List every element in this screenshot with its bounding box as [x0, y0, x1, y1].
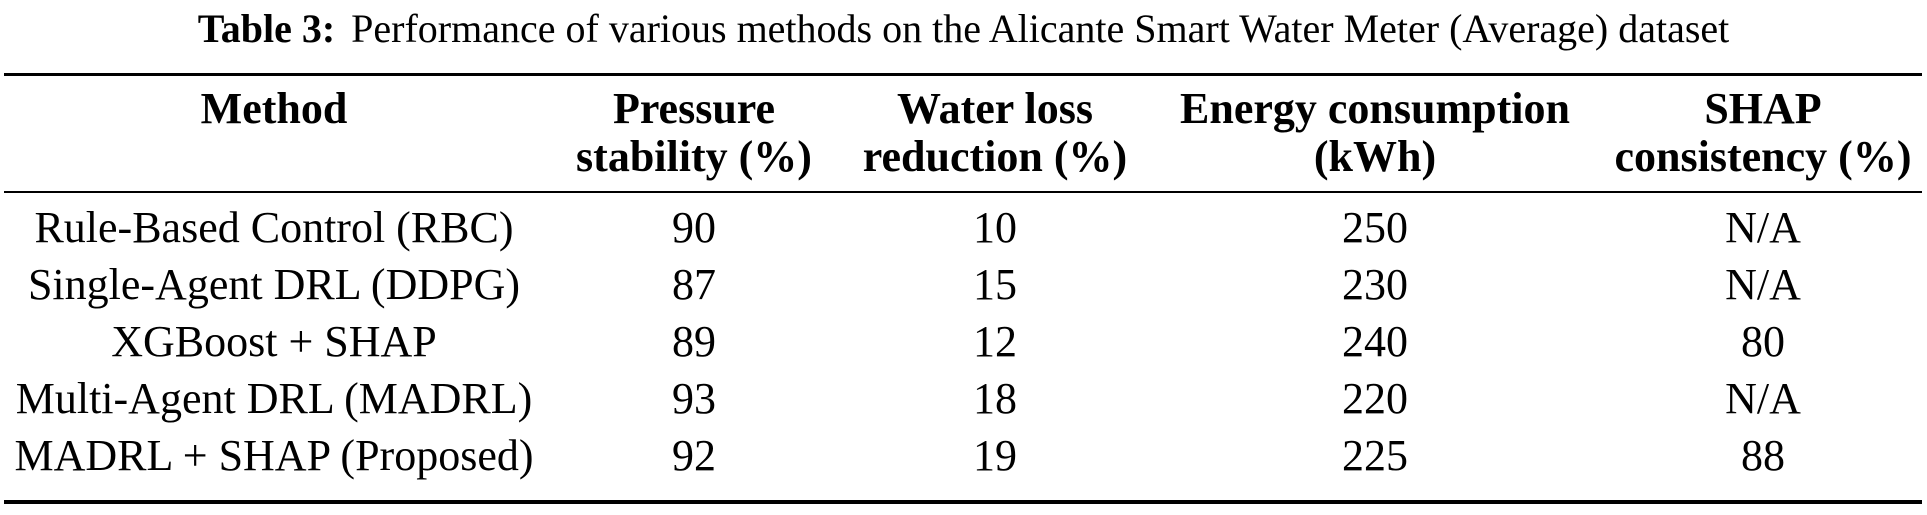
table-header: Method Pressure stability (%) Water loss…	[4, 75, 1922, 193]
cell-method: XGBoost + SHAP	[111, 317, 437, 366]
cell-shap-consistency: N/A	[1725, 203, 1801, 252]
table-body: Rule-Based Control (RBC) 90 10 250 N/A S…	[4, 192, 1922, 502]
col-header-energy-line1: Energy consumption	[1180, 84, 1570, 133]
table-row: Rule-Based Control (RBC) 90 10 250 N/A	[4, 192, 1922, 256]
table-row: XGBoost + SHAP 89 12 240 80	[4, 313, 1922, 370]
cell-water-loss-reduction: 15	[973, 260, 1017, 309]
col-header-shap-consistency: SHAP consistency (%)	[1604, 75, 1922, 193]
cell-energy-consumption: 230	[1342, 260, 1408, 309]
cell-energy-consumption: 220	[1342, 374, 1408, 423]
cell-pressure-stability: 92	[672, 431, 716, 480]
cell-energy-consumption: 240	[1342, 317, 1408, 366]
cell-method: Rule-Based Control (RBC)	[34, 203, 514, 252]
cell-pressure-stability: 89	[672, 317, 716, 366]
col-header-energy-line2: (kWh)	[1313, 132, 1437, 181]
cell-method: Multi-Agent DRL (MADRL)	[15, 374, 533, 423]
cell-pressure-stability: 90	[672, 203, 716, 252]
col-header-water-loss-line1: Water loss	[897, 84, 1093, 133]
cell-shap-consistency: 88	[1741, 431, 1785, 480]
cell-method: MADRL + SHAP (Proposed)	[14, 431, 534, 480]
col-header-pressure-line2: stability (%)	[576, 132, 812, 181]
performance-table: Method Pressure stability (%) Water loss…	[4, 73, 1922, 504]
cell-pressure-stability: 87	[672, 260, 716, 309]
cell-shap-consistency: N/A	[1725, 374, 1801, 423]
col-header-pressure-line1: Pressure	[612, 84, 776, 133]
caption-text: Performance of various methods on the Al…	[351, 6, 1730, 51]
col-header-shap-line2: consistency (%)	[1614, 132, 1912, 181]
cell-water-loss-reduction: 10	[973, 203, 1017, 252]
cell-energy-consumption: 225	[1342, 431, 1408, 480]
col-header-water-loss: Water loss reduction (%)	[844, 75, 1146, 193]
cell-shap-consistency: 80	[1741, 317, 1785, 366]
table-row: Single-Agent DRL (DDPG) 87 15 230 N/A	[4, 256, 1922, 313]
cell-shap-consistency: N/A	[1725, 260, 1801, 309]
cell-water-loss-reduction: 12	[973, 317, 1017, 366]
col-header-shap-line1: SHAP	[1704, 84, 1822, 133]
col-header-method: Method	[4, 75, 544, 193]
cell-water-loss-reduction: 18	[973, 374, 1017, 423]
col-header-method-line1: Method	[200, 84, 348, 133]
table-caption: Table 3: Performance of various methods o…	[0, 0, 1927, 52]
cell-energy-consumption: 250	[1342, 203, 1408, 252]
cell-water-loss-reduction: 19	[973, 431, 1017, 480]
table-row: Multi-Agent DRL (MADRL) 93 18 220 N/A	[4, 370, 1922, 427]
col-header-water-loss-line2: reduction (%)	[862, 132, 1128, 181]
col-header-energy-consumption: Energy consumption (kWh)	[1146, 75, 1604, 193]
col-header-pressure-stability: Pressure stability (%)	[544, 75, 844, 193]
cell-pressure-stability: 93	[672, 374, 716, 423]
header-row: Method Pressure stability (%) Water loss…	[4, 75, 1922, 193]
cell-method: Single-Agent DRL (DDPG)	[27, 260, 521, 309]
caption-label: Table 3:	[197, 6, 336, 51]
table-row: MADRL + SHAP (Proposed) 92 19 225 88	[4, 427, 1922, 502]
